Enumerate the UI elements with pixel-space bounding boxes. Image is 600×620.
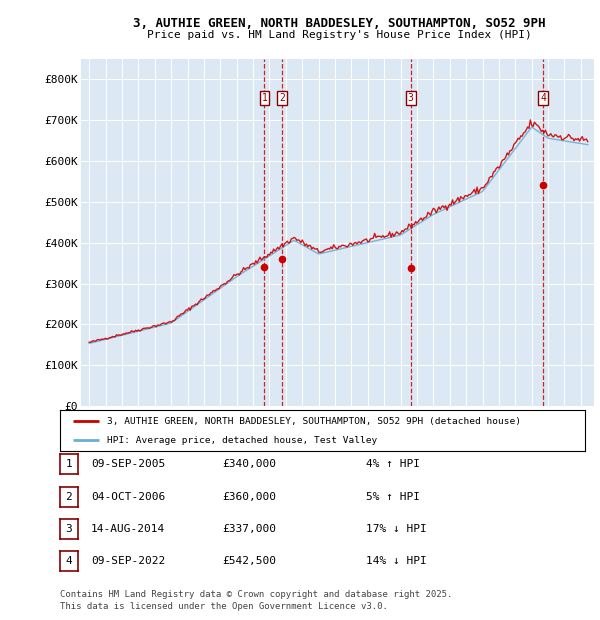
- Text: 4: 4: [65, 556, 73, 566]
- Text: 04-OCT-2006: 04-OCT-2006: [91, 492, 166, 502]
- Text: £340,000: £340,000: [222, 459, 276, 469]
- Text: HPI: Average price, detached house, Test Valley: HPI: Average price, detached house, Test…: [107, 436, 377, 445]
- Text: 5% ↑ HPI: 5% ↑ HPI: [366, 492, 420, 502]
- Text: 1: 1: [262, 93, 268, 103]
- Text: Contains HM Land Registry data © Crown copyright and database right 2025.: Contains HM Land Registry data © Crown c…: [60, 590, 452, 599]
- Text: 17% ↓ HPI: 17% ↓ HPI: [366, 524, 427, 534]
- Text: 1: 1: [65, 459, 73, 469]
- Text: Price paid vs. HM Land Registry's House Price Index (HPI): Price paid vs. HM Land Registry's House …: [146, 30, 532, 40]
- Text: 3: 3: [65, 524, 73, 534]
- Text: £542,500: £542,500: [222, 556, 276, 566]
- Text: £360,000: £360,000: [222, 492, 276, 502]
- Text: 3, AUTHIE GREEN, NORTH BADDESLEY, SOUTHAMPTON, SO52 9PH: 3, AUTHIE GREEN, NORTH BADDESLEY, SOUTHA…: [133, 17, 545, 30]
- Text: 14% ↓ HPI: 14% ↓ HPI: [366, 556, 427, 566]
- Text: 3: 3: [408, 93, 413, 103]
- Text: 09-SEP-2005: 09-SEP-2005: [91, 459, 166, 469]
- Text: 2: 2: [279, 93, 285, 103]
- Text: 14-AUG-2014: 14-AUG-2014: [91, 524, 166, 534]
- Text: 4% ↑ HPI: 4% ↑ HPI: [366, 459, 420, 469]
- Text: This data is licensed under the Open Government Licence v3.0.: This data is licensed under the Open Gov…: [60, 602, 388, 611]
- Text: 4: 4: [540, 93, 546, 103]
- Text: 3, AUTHIE GREEN, NORTH BADDESLEY, SOUTHAMPTON, SO52 9PH (detached house): 3, AUTHIE GREEN, NORTH BADDESLEY, SOUTHA…: [107, 417, 521, 426]
- Text: £337,000: £337,000: [222, 524, 276, 534]
- Text: 09-SEP-2022: 09-SEP-2022: [91, 556, 166, 566]
- Text: 2: 2: [65, 492, 73, 502]
